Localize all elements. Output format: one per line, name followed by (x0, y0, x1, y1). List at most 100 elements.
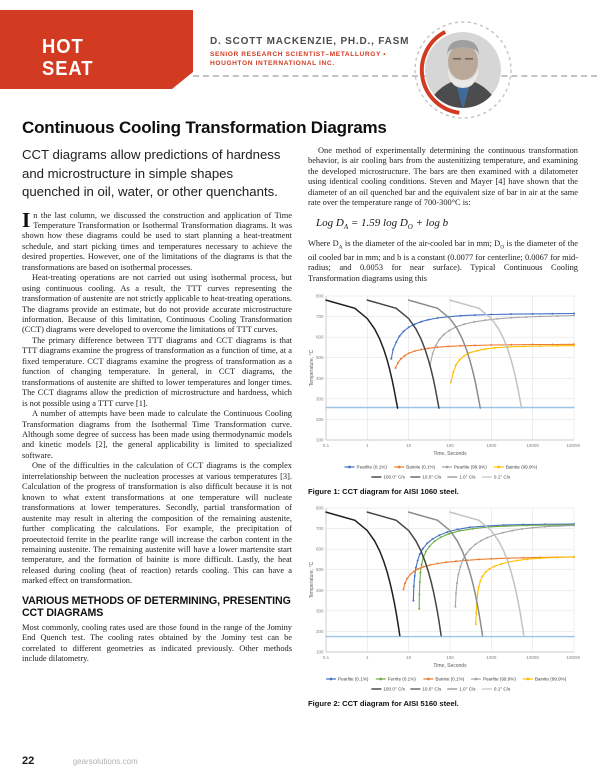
svg-text:700: 700 (316, 314, 324, 319)
svg-text:100: 100 (446, 443, 454, 448)
svg-text:Bainite (99.9%): Bainite (99.9%) (535, 677, 567, 682)
svg-text:800: 800 (316, 294, 324, 299)
site-url: gearsolutions.com (72, 757, 138, 766)
article-body: CCT diagrams allow predictions of hardne… (22, 146, 580, 711)
svg-text:400: 400 (316, 588, 324, 593)
svg-text:100000: 100000 (566, 655, 580, 660)
page-footer: 22 gearsolutions.com (22, 751, 578, 769)
hot-seat-ribbon: HOT SEAT (0, 10, 193, 89)
svg-text:0.1: 0.1 (323, 655, 330, 660)
author-title: SENIOR RESEARCH SCIENTIST–METALLURGY • H… (210, 50, 409, 68)
svg-text:Bainite (0.1%): Bainite (0.1%) (406, 465, 435, 470)
paragraph-text: is the diameter of the oil cooled bar in… (308, 238, 578, 283)
svg-text:1: 1 (366, 443, 369, 448)
drop-cap: I (22, 207, 31, 232)
section-heading: VARIOUS METHODS OF DETERMINING, PRESENTI… (22, 594, 291, 620)
svg-text:100: 100 (316, 650, 324, 655)
svg-text:1: 1 (366, 655, 369, 660)
author-title-line1: SENIOR RESEARCH SCIENTIST–METALLURGY • (210, 51, 387, 58)
kicker-line-2: SEAT (42, 58, 94, 80)
article-title: Continuous Cooling Transformation Diagra… (22, 118, 387, 137)
svg-text:500: 500 (316, 568, 324, 573)
author-block: D. SCOTT MACKENZIE, PH.D., FASM SENIOR R… (210, 36, 409, 68)
equation-part: Log D (316, 216, 344, 229)
svg-text:10000: 10000 (526, 655, 539, 660)
svg-text:Pearlite (99.9%): Pearlite (99.9%) (454, 465, 487, 470)
svg-text:100: 100 (446, 655, 454, 660)
svg-text:0.1° C/s: 0.1° C/s (494, 475, 511, 480)
paragraph-6: Most commonly, cooling rates used are th… (22, 622, 292, 664)
svg-text:300: 300 (316, 397, 324, 402)
svg-text:10.0° C/s: 10.0° C/s (422, 687, 442, 692)
equation-subscript: A (343, 222, 349, 231)
paragraph-4: A number of attempts have been made to c… (22, 409, 292, 460)
author-name: D. SCOTT MACKENZIE, PH.D., FASM (210, 36, 410, 47)
header-dashed-rule (193, 75, 597, 77)
paragraph-3: The primary difference between TTT diagr… (22, 335, 292, 408)
paragraph-text: Where D (308, 238, 339, 248)
figure-1-caption: Figure 1: CCT diagram for AISI 1060 stee… (308, 487, 459, 497)
paragraph-subscript: O (500, 244, 505, 251)
svg-text:600: 600 (316, 335, 324, 340)
equation-part: = 1.59 log D (348, 216, 408, 229)
svg-text:Temperature, °C: Temperature, °C (309, 350, 315, 387)
svg-text:1.0° C/s: 1.0° C/s (459, 475, 476, 480)
left-column: CCT diagrams allow predictions of hardne… (22, 146, 292, 711)
svg-text:0.1: 0.1 (323, 443, 330, 448)
svg-text:1000: 1000 (486, 443, 497, 448)
page-number: 22 (22, 755, 35, 767)
svg-text:700: 700 (316, 526, 324, 531)
column-kicker: HOT SEAT (42, 36, 93, 80)
svg-text:Pearlite (99.9%): Pearlite (99.9%) (483, 677, 516, 682)
svg-text:1000: 1000 (486, 655, 497, 660)
paragraph-1-text: n the last column, we discussed the cons… (22, 210, 292, 272)
paragraph-text: is the diameter of the air-cooled bar in… (342, 238, 501, 248)
svg-text:100: 100 (316, 438, 324, 443)
author-portrait (411, 18, 515, 122)
svg-text:Time, Seconds: Time, Seconds (433, 451, 467, 457)
equation: Log DA = 1.59 log DO + log b (316, 217, 578, 231)
svg-text:300: 300 (316, 609, 324, 614)
svg-text:100000: 100000 (566, 443, 580, 448)
svg-text:100.0° C/s: 100.0° C/s (383, 475, 405, 480)
right-paragraph-2: Where DA is the diameter of the air-cool… (308, 239, 578, 284)
figure-2-caption: Figure 2: CCT diagram for AISI 5160 stee… (308, 699, 459, 709)
svg-text:500: 500 (316, 356, 324, 361)
author-title-line2: HOUGHTON INTERNATIONAL INC. (210, 60, 335, 67)
svg-text:200: 200 (316, 629, 324, 634)
right-column: One method of experimentally determining… (308, 146, 580, 711)
svg-text:400: 400 (316, 376, 324, 381)
svg-text:Pearlite (0.1%): Pearlite (0.1%) (357, 465, 388, 470)
paragraph-5: One of the difficulties in the calculati… (22, 461, 292, 586)
portrait-photo (425, 32, 501, 108)
paragraph-subscript: A (338, 244, 343, 251)
equation-part: + log b (412, 216, 449, 229)
svg-text:10.0° C/s: 10.0° C/s (422, 475, 442, 480)
svg-text:800: 800 (316, 506, 324, 511)
svg-text:10: 10 (406, 655, 412, 660)
svg-text:600: 600 (316, 547, 324, 552)
right-paragraph-1: One method of experimentally determining… (308, 146, 578, 208)
kicker-line-1: HOT (42, 36, 84, 58)
svg-text:0.1° C/s: 0.1° C/s (494, 687, 511, 692)
paragraph-2: Heat-treating operations are not carried… (22, 273, 292, 335)
svg-text:100.0° C/s: 100.0° C/s (383, 687, 405, 692)
svg-text:10000: 10000 (526, 443, 539, 448)
svg-text:Pearlite (0.1%): Pearlite (0.1%) (338, 677, 369, 682)
portrait-red-arc (419, 30, 460, 115)
svg-text:Temperature, °C: Temperature, °C (309, 562, 315, 599)
svg-text:Time, Seconds: Time, Seconds (433, 663, 467, 669)
svg-text:1.0° C/s: 1.0° C/s (459, 687, 476, 692)
svg-text:10: 10 (406, 443, 412, 448)
portrait-dashed-ring (414, 21, 512, 119)
svg-text:Ferrite (0.1%): Ferrite (0.1%) (388, 677, 417, 682)
figure-2-chart: 100 200 300 400 500 600 700 800 0.1 1 10 100 1000 100… (308, 502, 580, 699)
figure-1-chart: 100 200 300 400 500 600 700 800 0.1 1 10 100 1000 100… (308, 290, 580, 487)
svg-text:Bainite (99.9%): Bainite (99.9%) (506, 465, 538, 470)
svg-text:Bainite (0.1%): Bainite (0.1%) (435, 677, 464, 682)
article-deck: CCT diagrams allow predictions of hardne… (22, 147, 281, 199)
equation-subscript: O (407, 222, 413, 231)
author-portrait-image (414, 21, 512, 119)
